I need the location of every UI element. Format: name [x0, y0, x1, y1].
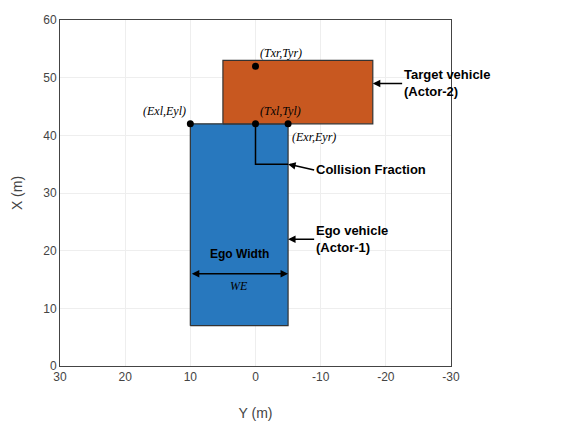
svg-text:-10: -10	[312, 370, 330, 384]
svg-text:WE: WE	[230, 279, 248, 293]
svg-text:-30: -30	[442, 370, 460, 384]
svg-text:Ego vehicle(Actor-1): Ego vehicle(Actor-1)	[316, 223, 388, 255]
svg-text:Ego Width: Ego Width	[210, 247, 269, 261]
svg-text:-20: -20	[377, 370, 395, 384]
svg-text:(Exl,Eyl): (Exl,Eyl)	[143, 104, 186, 118]
svg-text:20: 20	[118, 370, 132, 384]
svg-text:0: 0	[252, 370, 259, 384]
svg-text:Target vehicle(Actor-2): Target vehicle(Actor-2)	[404, 67, 490, 99]
svg-text:0: 0	[50, 359, 57, 373]
svg-text:30: 30	[53, 370, 67, 384]
svg-text:60: 60	[43, 13, 57, 27]
svg-text:X (m): X (m)	[9, 176, 25, 210]
svg-text:(Txl,Tyl): (Txl,Tyl)	[260, 104, 301, 118]
svg-text:20: 20	[43, 244, 57, 258]
svg-text:(Txr,Tyr): (Txr,Tyr)	[260, 46, 302, 60]
svg-text:50: 50	[43, 71, 57, 85]
svg-text:30: 30	[43, 186, 57, 200]
svg-text:10: 10	[43, 302, 57, 316]
svg-text:Y (m): Y (m)	[239, 405, 273, 421]
svg-text:(Exr,Eyr): (Exr,Eyr)	[292, 130, 336, 144]
svg-text:Collision Fraction: Collision Fraction	[316, 162, 426, 177]
svg-text:10: 10	[184, 370, 198, 384]
svg-text:40: 40	[43, 129, 57, 143]
